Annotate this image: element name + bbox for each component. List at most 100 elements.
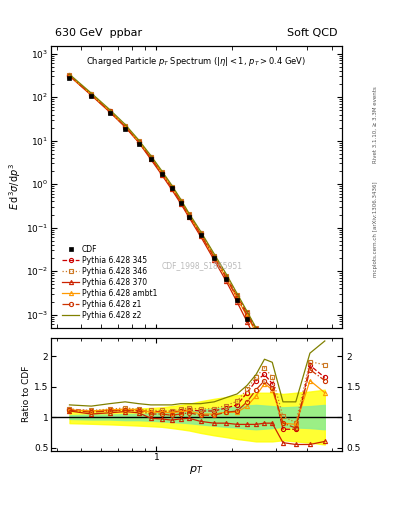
Text: Rivet 3.1.10, ≥ 3.3M events: Rivet 3.1.10, ≥ 3.3M events	[373, 87, 378, 163]
Pythia 6.428 z2	[235, 290, 239, 296]
CDF	[198, 232, 203, 238]
Legend: CDF, Pythia 6.428 345, Pythia 6.428 346, Pythia 6.428 370, Pythia 6.428 ambt1, P: CDF, Pythia 6.428 345, Pythia 6.428 346,…	[61, 244, 159, 321]
Pythia 6.428 345	[322, 467, 327, 473]
Y-axis label: $E\,\mathrm{d}^3\sigma/\mathrm{d}p^3$: $E\,\mathrm{d}^3\sigma/\mathrm{d}p^3$	[7, 163, 23, 210]
Pythia 6.428 z2	[123, 121, 127, 127]
Pythia 6.428 346	[212, 252, 217, 259]
Pythia 6.428 ambt1	[270, 361, 275, 367]
Pythia 6.428 ambt1	[89, 92, 94, 98]
Pythia 6.428 z2	[212, 251, 217, 257]
Pythia 6.428 346	[235, 292, 239, 298]
CDF	[322, 477, 327, 483]
Pythia 6.428 370	[308, 457, 312, 463]
Pythia 6.428 ambt1	[281, 392, 285, 398]
Pythia 6.428 345	[308, 435, 312, 441]
Pythia 6.428 z1	[245, 312, 250, 318]
Pythia 6.428 345	[281, 394, 285, 400]
Pythia 6.428 370	[198, 233, 203, 240]
Pythia 6.428 z1	[187, 212, 191, 219]
Pythia 6.428 370	[281, 400, 285, 406]
Pythia 6.428 346	[224, 273, 229, 279]
Pythia 6.428 z2	[187, 210, 191, 217]
Line: CDF: CDF	[67, 75, 327, 482]
Pythia 6.428 345	[169, 184, 174, 190]
Pythia 6.428 345	[123, 123, 127, 130]
Pythia 6.428 ambt1	[149, 155, 153, 161]
Pythia 6.428 370	[270, 370, 275, 376]
Pythia 6.428 z2	[136, 137, 141, 143]
Pythia 6.428 345	[235, 293, 239, 300]
Pythia 6.428 370	[178, 200, 183, 206]
CDF	[107, 110, 112, 116]
CDF	[262, 352, 267, 358]
Pythia 6.428 z2	[89, 90, 94, 96]
Pythia 6.428 345	[187, 212, 191, 218]
Pythia 6.428 346	[89, 91, 94, 97]
Pythia 6.428 346	[262, 340, 267, 347]
Pythia 6.428 345	[198, 230, 203, 236]
Pythia 6.428 370	[224, 278, 229, 284]
Pythia 6.428 370	[254, 337, 259, 344]
Pythia 6.428 370	[123, 124, 127, 130]
Pythia 6.428 370	[262, 354, 267, 360]
Pythia 6.428 370	[235, 299, 239, 305]
Pythia 6.428 370	[149, 156, 153, 162]
CDF	[294, 416, 298, 422]
Pythia 6.428 z2	[281, 386, 285, 392]
Pythia 6.428 346	[245, 309, 250, 315]
Pythia 6.428 z2	[178, 196, 183, 202]
Text: Charged Particle $p_T$ Spectrum $(|\eta| < 1,\, p_T > 0.4\ \mathrm{GeV})$: Charged Particle $p_T$ Spectrum $(|\eta|…	[86, 55, 307, 68]
Pythia 6.428 z1	[198, 231, 203, 238]
Pythia 6.428 z2	[322, 461, 327, 467]
Pythia 6.428 346	[270, 358, 275, 365]
Text: Soft QCD: Soft QCD	[288, 28, 338, 38]
Pythia 6.428 ambt1	[169, 184, 174, 190]
Pythia 6.428 z1	[159, 170, 164, 176]
Pythia 6.428 z1	[322, 467, 327, 474]
Pythia 6.428 ambt1	[107, 108, 112, 114]
Pythia 6.428 z2	[159, 167, 164, 174]
CDF	[178, 200, 183, 206]
CDF	[235, 296, 239, 303]
Pythia 6.428 ambt1	[187, 212, 191, 218]
Pythia 6.428 z2	[169, 182, 174, 188]
Pythia 6.428 370	[294, 427, 298, 433]
CDF	[254, 335, 259, 341]
Pythia 6.428 z1	[123, 123, 127, 130]
Pythia 6.428 370	[136, 139, 141, 145]
CDF	[245, 316, 250, 323]
CDF	[149, 156, 153, 162]
Pythia 6.428 346	[149, 154, 153, 160]
Pythia 6.428 346	[294, 418, 298, 424]
Pythia 6.428 346	[67, 72, 72, 78]
Pythia 6.428 z1	[136, 139, 141, 145]
Pythia 6.428 z2	[245, 308, 250, 314]
Pythia 6.428 z1	[308, 435, 312, 441]
Line: Pythia 6.428 346: Pythia 6.428 346	[68, 73, 327, 470]
Line: Pythia 6.428 370: Pythia 6.428 370	[68, 74, 327, 492]
CDF	[224, 276, 229, 282]
CDF	[187, 214, 191, 220]
Line: Pythia 6.428 ambt1: Pythia 6.428 ambt1	[68, 74, 327, 475]
Pythia 6.428 z1	[169, 185, 174, 191]
Text: CDF_1998_S1865951: CDF_1998_S1865951	[162, 261, 243, 270]
Pythia 6.428 345	[245, 310, 250, 316]
Pythia 6.428 346	[123, 123, 127, 129]
Pythia 6.428 z2	[262, 339, 267, 345]
Pythia 6.428 ambt1	[262, 343, 267, 349]
Pythia 6.428 ambt1	[178, 198, 183, 204]
Pythia 6.428 z1	[67, 73, 72, 79]
Pythia 6.428 370	[67, 73, 72, 79]
Pythia 6.428 345	[262, 342, 267, 348]
Pythia 6.428 z2	[308, 433, 312, 439]
Pythia 6.428 z1	[149, 155, 153, 161]
CDF	[308, 446, 312, 452]
Pythia 6.428 z1	[254, 328, 259, 334]
Pythia 6.428 z1	[178, 199, 183, 205]
Pythia 6.428 346	[308, 434, 312, 440]
Pythia 6.428 370	[322, 486, 327, 493]
Pythia 6.428 z2	[67, 71, 72, 77]
CDF	[136, 141, 141, 147]
Pythia 6.428 ambt1	[198, 231, 203, 237]
Pythia 6.428 346	[322, 465, 327, 471]
